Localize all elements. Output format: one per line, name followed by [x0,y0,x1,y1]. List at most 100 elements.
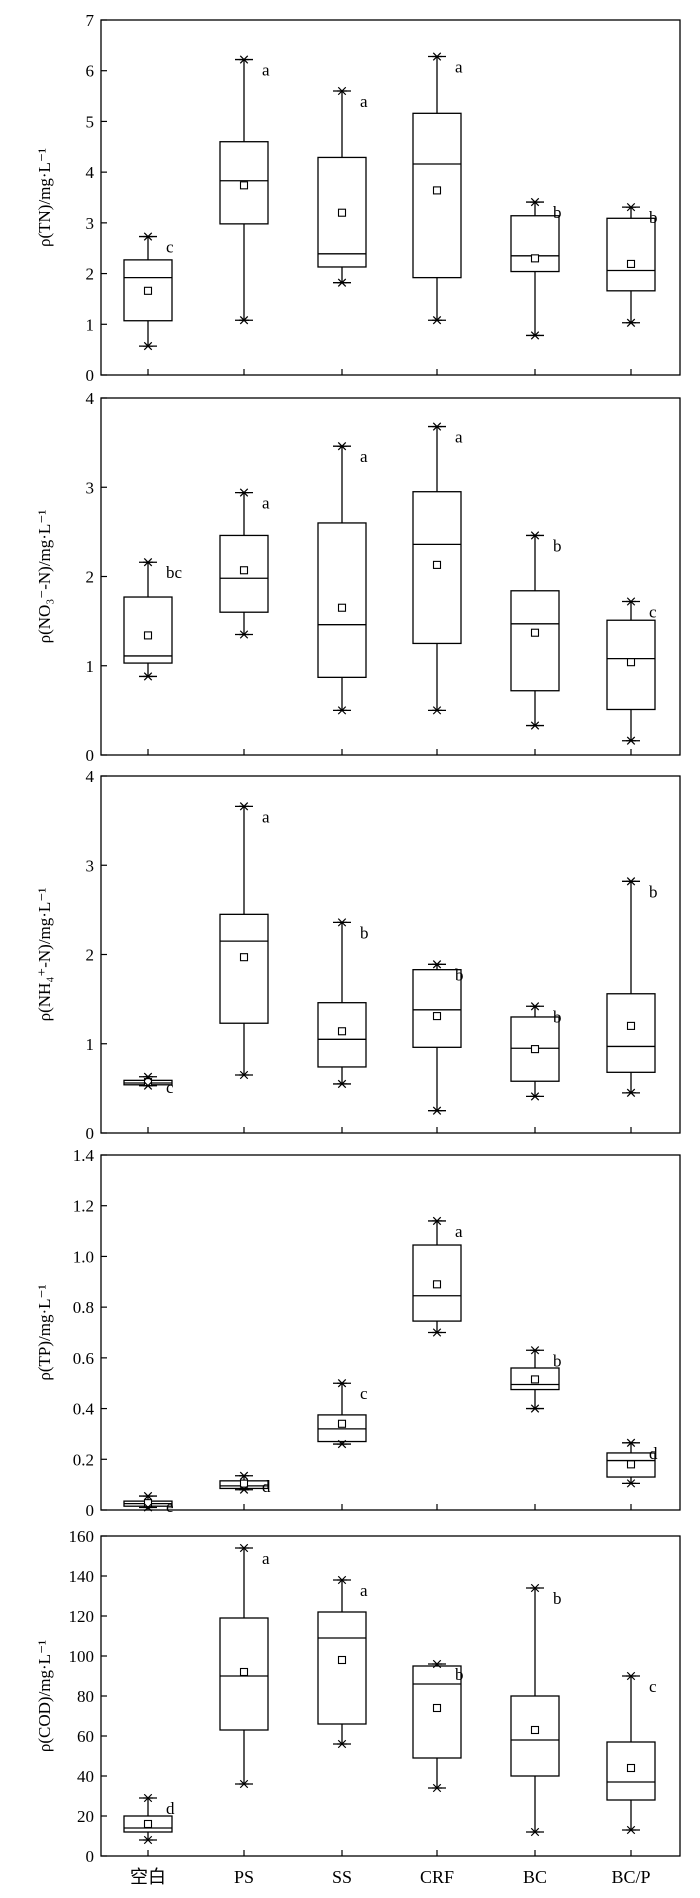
significance-label: d [166,1799,175,1818]
max-marker [432,960,442,969]
box-2 [219,805,269,1076]
min-marker [432,706,442,715]
max-marker [239,1543,249,1553]
panel-frame [100,1535,681,1857]
box-iqr [219,534,269,613]
min-marker [530,721,540,730]
min-marker [626,318,636,327]
significance-label: a [455,58,463,77]
significance-label: a [360,92,368,111]
min-marker [530,1404,540,1413]
box-1 [123,561,173,678]
max-marker [239,802,249,811]
box-2 [219,1475,269,1491]
significance-label: a [262,1549,270,1568]
significance-label: c [649,602,657,621]
mean-marker [337,1655,347,1665]
y-axis-label: ρ(TP)/mg·L⁻¹ [35,1284,54,1380]
significance-label: bc [166,563,183,582]
box-3 [317,445,367,712]
min-marker [626,1825,636,1835]
significance-label: b [649,882,658,901]
mean-marker [626,1460,636,1469]
y-tick-label: 4 [86,389,95,408]
box-5 [510,1005,560,1098]
max-marker [626,1671,636,1681]
min-marker [432,1328,442,1337]
y-tick-label: 40 [77,1767,94,1786]
y-tick-label: 6 [86,62,95,81]
y-axis-label: ρ(COD)/mg·L⁻¹ [35,1640,54,1752]
min-marker [530,1827,540,1837]
min-marker [432,1783,442,1793]
significance-label: b [553,1351,562,1370]
mean-marker [143,286,153,295]
min-marker [337,278,347,287]
y-tick-label: 1.4 [73,1146,95,1165]
min-marker [432,316,442,325]
y-tick-label: 1 [86,1035,95,1054]
significance-label: a [262,494,270,513]
box-2 [219,491,269,636]
panel-frame [100,19,681,376]
box-iqr [123,596,173,664]
max-marker [239,55,249,64]
mean-marker [239,953,249,962]
y-tick-label: 4 [86,163,95,182]
y-tick-label: 3 [86,214,95,233]
mean-marker [432,186,442,195]
panel-frame [100,397,681,756]
min-marker [337,1439,347,1449]
significance-label: c [649,1677,657,1696]
max-marker [530,197,540,207]
box-3 [317,1579,367,1745]
y-axis-label: ρ(NO₃⁻-N)/mg·L⁻¹ [35,510,54,644]
max-marker [239,488,249,497]
significance-label: b [553,1589,562,1608]
min-marker [337,706,347,715]
max-marker [337,918,347,927]
y-tick-label: 0 [86,1124,95,1143]
mean-marker [626,658,636,667]
box-5 [510,201,560,337]
y-tick-label: 80 [77,1687,94,1706]
significance-label: d [262,1477,271,1496]
min-marker [143,1503,153,1512]
max-marker [143,1793,153,1803]
y-tick-label: 160 [69,1527,95,1546]
box-4 [412,55,462,321]
significance-label: c [360,1384,368,1403]
mean-marker [626,259,636,268]
max-marker [337,86,347,96]
box-iqr [412,112,462,279]
mean-marker [239,1479,249,1488]
significance-label: a [455,428,463,447]
mean-marker [239,1667,249,1677]
box-2 [219,1547,269,1785]
box-6 [606,880,656,1094]
box-4 [412,425,462,712]
box-iqr [606,993,656,1073]
y-tick-label: 3 [86,478,95,497]
panel-frame [100,1154,681,1511]
mean-marker [143,631,153,640]
mean-marker [530,1375,540,1384]
mean-marker [530,1725,540,1735]
y-tick-label: 0.4 [73,1400,95,1419]
min-marker [239,1485,249,1494]
max-marker [143,232,153,241]
y-tick-label: 1 [86,657,95,676]
significance-label: b [455,965,464,984]
min-marker [337,1079,347,1089]
significance-label: b [553,1007,562,1026]
box-3 [317,90,367,284]
y-tick-label: 0 [86,1501,95,1520]
x-category-label: PS [234,1867,254,1887]
mean-marker [626,1021,636,1030]
y-tick-label: 2 [86,568,95,587]
min-marker [143,1081,153,1090]
x-category-label: SS [332,1867,352,1887]
box-2 [219,58,269,321]
